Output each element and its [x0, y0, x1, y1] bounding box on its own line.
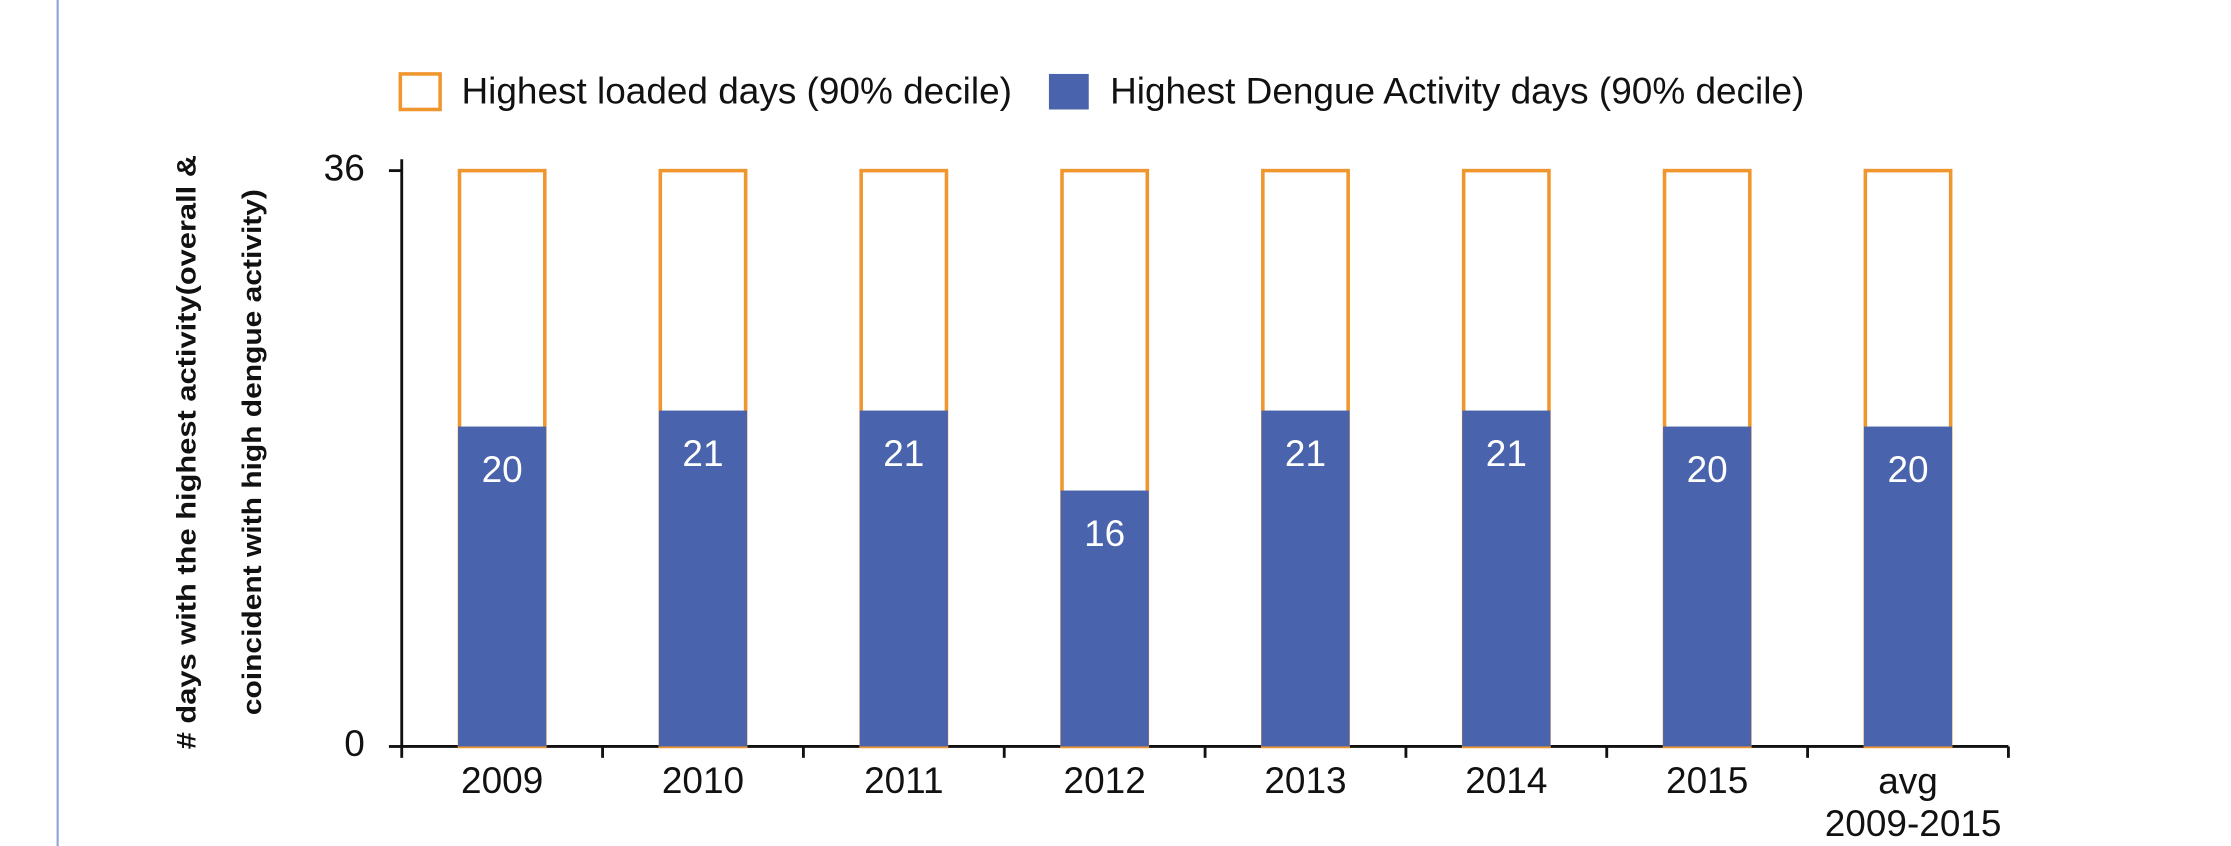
legend-swatch — [1048, 73, 1089, 110]
x-tick-label: 2012 — [1064, 760, 1146, 801]
data-label: 21 — [883, 433, 924, 474]
y-tick-label: 0 — [344, 723, 365, 764]
bar — [458, 426, 547, 747]
bar — [1261, 410, 1350, 747]
data-label: 20 — [1687, 449, 1728, 490]
legend-swatch — [398, 72, 442, 112]
legend-item: Highest loaded days (90% decile) — [398, 71, 1012, 112]
legend-label: Highest loaded days (90% decile) — [461, 71, 1012, 112]
bar — [658, 410, 748, 747]
data-label: 20 — [482, 449, 523, 490]
y-axis-label: coincident with high dengue activity) — [237, 189, 267, 715]
bar — [1863, 426, 1953, 747]
data-label: 20 — [1887, 449, 1928, 490]
y-axis-label: # days with the highest activity(overall… — [172, 155, 202, 749]
bar — [1663, 426, 1752, 747]
axes — [400, 159, 2009, 748]
x-tick-label: 2011 — [864, 760, 943, 801]
x-tick-label: 2014 — [1465, 760, 1547, 801]
x-tick-label: 2009 — [461, 760, 543, 801]
data-label: 21 — [682, 433, 723, 474]
x-tick-label: 2015 — [1666, 760, 1748, 801]
data-label: 16 — [1084, 513, 1125, 554]
data-label: 21 — [1486, 433, 1527, 474]
bar — [1060, 490, 1149, 747]
x-tick-label: avg 2009-2015 — [1815, 760, 2002, 844]
x-tick-label: 2013 — [1264, 760, 1346, 801]
y-tick-label: 36 — [324, 147, 365, 188]
data-label: 21 — [1285, 433, 1326, 474]
legend-item: Highest Dengue Activity days (90% decile… — [1048, 71, 1804, 112]
bar — [859, 410, 948, 747]
legend-label: Highest Dengue Activity days (90% decile… — [1110, 71, 1804, 112]
x-tick-label: 2010 — [662, 760, 744, 801]
bar — [1462, 410, 1551, 747]
